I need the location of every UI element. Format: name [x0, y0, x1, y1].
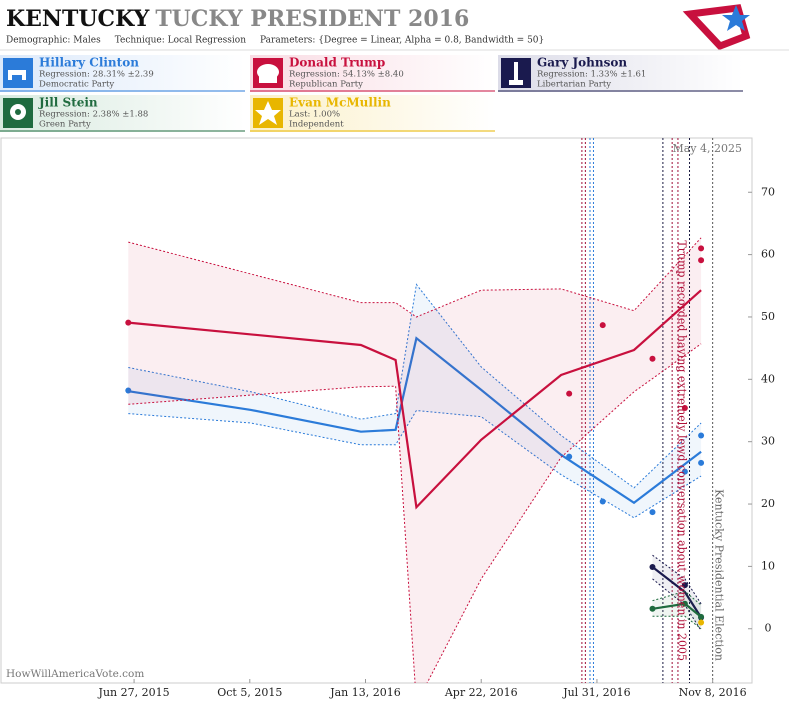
icon [255, 101, 281, 125]
trend-line [128, 336, 702, 505]
legend-party: Republican Party [289, 80, 363, 90]
trend-line [128, 289, 702, 510]
y-tick-label: 10 [761, 559, 775, 572]
poll-point [681, 405, 688, 412]
poll-point [649, 355, 656, 362]
band-upper [652, 590, 702, 606]
band-lower [128, 409, 702, 519]
icon [509, 62, 523, 85]
legend-detail: Regression: 54.13% ±8.40 [289, 70, 404, 80]
confidence-band [652, 555, 702, 631]
meta: Demographic: Males Technique: Local Regre… [6, 36, 544, 46]
legend-name: Donald Trump [289, 56, 385, 70]
legend-party: Green Party [39, 120, 91, 130]
poll-point [698, 257, 705, 264]
legend-card [0, 55, 245, 92]
x-tick-label: Jul 31, 2016 [562, 686, 631, 699]
legend-card [498, 55, 743, 92]
poll-point [698, 613, 705, 620]
y-tick-label: 30 [761, 435, 775, 448]
source: HowWillAmericaVote.com [6, 668, 144, 680]
legend-name: Hillary Clinton [39, 56, 139, 70]
confidence-band [128, 284, 702, 518]
poll-point [125, 387, 132, 394]
legend-card [250, 95, 495, 132]
poll-point [649, 605, 656, 612]
title-suffix: TUCKY PRESIDENT 2016 [155, 6, 469, 32]
poll-point [649, 509, 656, 516]
title-main: KENTUCKY [6, 6, 150, 32]
legend-name: Gary Johnson [537, 56, 627, 70]
annotation: Kentucky Presidential Election [713, 489, 726, 661]
poll-point [599, 322, 606, 329]
annotation: Trump recorded having extremely lewd con… [676, 240, 689, 661]
poll-point [649, 564, 656, 571]
x-tick-label: Jan 13, 2016 [329, 686, 401, 699]
legend-bar [498, 90, 743, 92]
legend-party: Democratic Party [39, 80, 114, 90]
y-tick-label: 40 [761, 372, 775, 385]
poll-point [599, 498, 606, 505]
meta-item: Technique: Local Regression [115, 36, 246, 46]
axes: 0 10 20 30 40 50 60 70 Jun 27, 2015 Oct 5, 2015 Ja… [6, 142, 775, 699]
confidence-band [128, 237, 702, 683]
legend-detail: Regression: 2.38% ±1.88 [39, 110, 148, 120]
legend-detail: Last: 1.00% [289, 110, 340, 120]
band-upper [128, 283, 702, 489]
legend-card [250, 55, 495, 92]
title: KENTUCKY TUCKY PRESIDENT 2016 [6, 6, 469, 32]
legend-detail: Regression: 28.31% ±2.39 [39, 70, 154, 80]
legend-party: Independent [289, 120, 344, 130]
y-tick-label: 20 [761, 497, 775, 510]
legend-detail: Regression: 1.33% ±1.61 [537, 70, 646, 80]
icon [259, 76, 277, 83]
legend-bar [0, 90, 245, 92]
y-tick-label: 60 [761, 248, 775, 261]
band-upper [128, 237, 702, 318]
band-lower [128, 343, 702, 683]
poll-point [698, 432, 705, 439]
x-tick-label: Oct 5, 2015 [217, 686, 282, 699]
legend-party: Libertarian Party [537, 80, 611, 90]
poll-point [698, 619, 705, 626]
x-tick-label: Nov 8, 2016 [679, 686, 747, 699]
icon [8, 70, 26, 80]
poll-point [681, 582, 688, 589]
poll-point [566, 390, 573, 397]
poll-point [681, 600, 688, 607]
legend-bar [250, 130, 495, 132]
legend-bar [0, 130, 245, 132]
x-tick-label: Apr 22, 2016 [444, 686, 518, 699]
legend-name: Evan McMullin [289, 96, 391, 110]
poll-point [698, 459, 705, 466]
y-tick-label: 0 [765, 622, 772, 635]
poll-point [566, 453, 573, 460]
plot [125, 138, 714, 683]
poll-point [698, 245, 705, 252]
poll-point [125, 319, 132, 326]
logo [682, 4, 751, 51]
x-tick-label: Jun 27, 2015 [98, 686, 170, 699]
plot-frame [0, 137, 753, 684]
band-lower [652, 615, 702, 630]
y-tick-label: 50 [761, 310, 775, 323]
legend-card [0, 95, 245, 132]
band-upper [652, 554, 702, 605]
meta-item: Parameters: {Degree = Linear, Alpha = 0.… [260, 36, 544, 46]
date-label: May 4, 2025 [672, 142, 742, 155]
trend-line [651, 566, 703, 619]
meta-item: Demographic: Males [6, 36, 101, 46]
icon [15, 109, 21, 115]
y-tick-label: 70 [761, 185, 775, 198]
legend-name: Jill Stein [38, 96, 98, 110]
poll-point [681, 468, 688, 475]
legend-bar [250, 90, 495, 92]
